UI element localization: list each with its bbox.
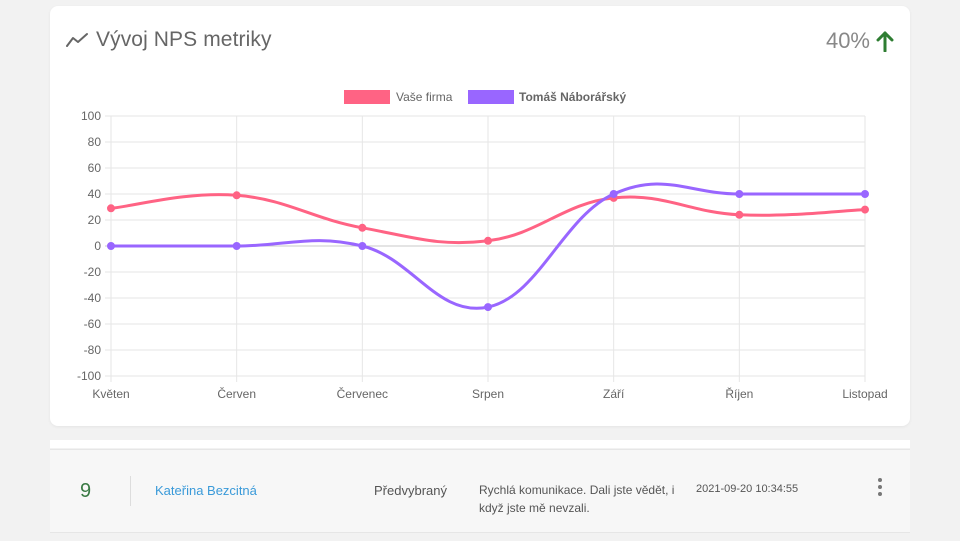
list-header-strip (50, 440, 910, 448)
y-tick-label: -100 (77, 369, 101, 383)
more-vertical-icon[interactable] (873, 476, 887, 500)
data-point[interactable] (609, 190, 618, 198)
x-axis: Květen Červen Červenec Srpen Září Říjen Listop… (92, 386, 887, 401)
arrow-up-icon (876, 31, 894, 52)
legend-swatch-vase-firma[interactable] (344, 90, 390, 104)
data-point[interactable] (735, 190, 744, 198)
legend-swatch-tomas[interactable] (468, 90, 514, 104)
x-tick-label: Srpen (472, 387, 504, 401)
y-tick-label: -60 (84, 317, 102, 331)
data-point[interactable] (107, 204, 115, 213)
y-tick-label: 60 (88, 161, 102, 175)
data-point[interactable] (484, 236, 492, 245)
card-title: Vývoj NPS metriky (96, 28, 272, 51)
y-tick-label: -80 (84, 343, 102, 357)
y-tick-label: 0 (94, 239, 101, 253)
data-point[interactable] (358, 242, 367, 250)
y-tick-label: 40 (88, 187, 102, 201)
x-tick-label: Květen (92, 387, 129, 401)
y-tick-label: -40 (84, 291, 102, 305)
y-axis: 100 80 60 40 20 0 -20 -40 -60 -80 -100 (77, 109, 101, 383)
card-header: Vývoj NPS metriky 40% (50, 6, 910, 76)
x-tick-label: Září (603, 387, 625, 401)
x-tick-label: Říjen (725, 386, 753, 401)
nps-line-chart: Vaše firma Tomáš Náborářský 100 80 60 40 20 0… (77, 90, 888, 401)
chart-series (107, 182, 869, 312)
data-point[interactable] (232, 191, 241, 200)
table-row[interactable]: 9 Kateřina Bezcitná Předvybraný Rychlá k… (50, 449, 910, 533)
x-tick-label: Listopad (842, 387, 887, 401)
kpi-value: 40% (825, 28, 870, 53)
nps-card: Vývoj NPS metriky 40% Vaše firma Tomáš N… (50, 6, 910, 426)
legend-label-tomas[interactable]: Tomáš Náborářský (519, 90, 626, 104)
x-tick-label: Červen (217, 386, 256, 401)
chart-legend: Vaše firma Tomáš Náborářský (344, 90, 626, 104)
comment-text: Rychlá komunikace. Dali jste vědět, i kd… (479, 483, 675, 515)
data-point[interactable] (861, 205, 869, 214)
y-tick-label: 100 (81, 109, 101, 123)
divider (130, 476, 131, 506)
y-tick-label: 80 (88, 135, 102, 149)
data-point[interactable] (861, 190, 869, 198)
x-tick-label: Červenec (337, 386, 388, 401)
nps-kpi: 40% (826, 28, 894, 54)
chart-grid (105, 115, 866, 382)
data-point[interactable] (232, 242, 241, 250)
y-tick-label: -20 (84, 265, 102, 279)
status-label: Předvybraný (374, 483, 447, 498)
trend-line-icon (66, 33, 88, 47)
data-point[interactable] (735, 210, 744, 219)
timestamp: 2021-09-20 10:34:55 (696, 483, 799, 495)
legend-label-vase-firma[interactable]: Vaše firma (396, 90, 453, 104)
data-point[interactable] (484, 303, 492, 312)
respondent-name-link[interactable]: Kateřina Bezcitná (155, 483, 257, 498)
y-tick-label: 20 (88, 213, 102, 227)
data-point[interactable] (358, 223, 367, 232)
nps-score: 9 (80, 480, 92, 502)
data-point[interactable] (107, 242, 115, 250)
